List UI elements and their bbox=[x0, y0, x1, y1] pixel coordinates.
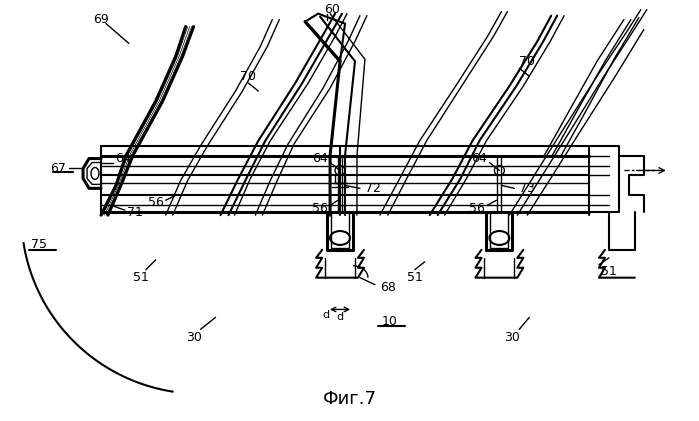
Text: Фиг.7: Фиг.7 bbox=[323, 390, 377, 408]
Text: 60: 60 bbox=[324, 3, 340, 16]
Text: 69: 69 bbox=[93, 13, 109, 26]
Text: 30: 30 bbox=[505, 331, 520, 344]
Text: 30: 30 bbox=[186, 331, 201, 344]
Text: 51: 51 bbox=[407, 271, 423, 284]
Text: 64: 64 bbox=[472, 152, 487, 165]
Text: 56: 56 bbox=[312, 202, 328, 215]
Text: 72: 72 bbox=[365, 182, 381, 195]
Text: 68: 68 bbox=[380, 281, 396, 294]
Text: 70: 70 bbox=[240, 69, 257, 83]
Text: 71: 71 bbox=[127, 206, 143, 218]
Text: 56: 56 bbox=[147, 196, 164, 209]
Text: d: d bbox=[322, 310, 330, 320]
Text: 67: 67 bbox=[50, 162, 66, 175]
Text: 75: 75 bbox=[31, 238, 48, 251]
Text: 56: 56 bbox=[468, 202, 484, 215]
Text: 70: 70 bbox=[519, 55, 535, 68]
Text: 51: 51 bbox=[133, 271, 149, 284]
Text: 73: 73 bbox=[519, 182, 535, 195]
Text: 64: 64 bbox=[115, 152, 131, 165]
Text: 64: 64 bbox=[312, 152, 328, 165]
Text: 51: 51 bbox=[601, 265, 617, 278]
Text: 10: 10 bbox=[382, 315, 398, 328]
Text: d: d bbox=[336, 312, 344, 322]
